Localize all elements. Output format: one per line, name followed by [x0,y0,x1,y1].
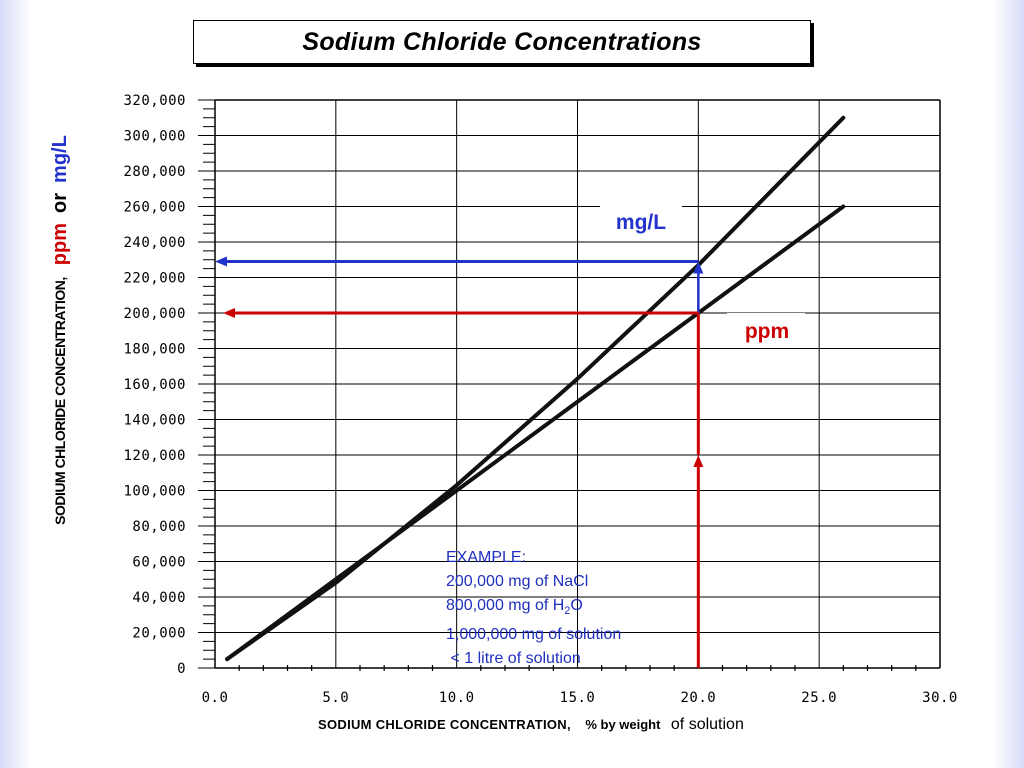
y-tick-label: 300,000 [123,129,186,145]
mgl-label-bg [600,205,682,237]
example-note: EXAMPLE: 200,000 mg of NaCl 800,000 mg o… [446,546,621,671]
x-axis-suffix: of solution [670,716,744,733]
y-tick-label: 140,000 [123,413,186,429]
x-tick-label: 10.0 [439,690,475,706]
x-tick-label: 20.0 [680,690,716,706]
chart-title: Sodium Chloride Concentrations [193,20,811,64]
y-tick-label: 0 [177,661,186,677]
series-line-ppm [225,204,846,662]
x-tick-label: 15.0 [560,690,596,706]
x-tick-label: 0.0 [202,690,229,706]
y-tick-label: 100,000 [123,484,186,500]
ppm-arrowhead-up [693,455,704,467]
y-tick-label: 60,000 [132,555,186,571]
example-line-4: < 1 litre of solution [446,650,581,668]
y-tick-label: 260,000 [123,200,186,216]
x-axis-title: SODIUM CHLORIDE CONCENTRATION, % by weig… [318,716,744,734]
series-line-mgl [225,115,846,662]
example-line-1: 200,000 mg of NaCl [446,573,589,590]
ppm-label: ppm [745,320,789,343]
y-tick-label: 240,000 [123,235,186,251]
mgl-label: mg/L [616,211,666,234]
y-tick-labels: 0 20,000 40,000 60,000 80,000 100,000 120,000 1… [123,93,186,677]
y-tick-label: 40,000 [132,590,186,606]
y-tick-label: 120,000 [123,448,186,464]
x-tick-label: 25.0 [801,690,837,706]
x-tick-label: 5.0 [322,690,349,706]
x-tick-labels: 0.0 5.0 10.0 15.0 20.0 25.0 30.0 [202,690,958,706]
x-axis-label: SODIUM CHLORIDE CONCENTRATION, [318,717,571,732]
x-axis-unit: % by weight [585,717,661,732]
ppm-label-bg [727,313,805,347]
example-line-2: 800,000 mg of H2O [446,597,583,618]
mgl-arrowhead-up [693,261,704,274]
x-tick-label: 30.0 [922,690,958,706]
y-tick-label: 160,000 [123,377,186,393]
example-line-3: 1,000,000 mg of solution [446,626,622,644]
y-tick-label: 200,000 [123,306,186,322]
ticks [198,99,917,671]
mgl-arrowhead-left [215,256,227,267]
series-lines [225,115,846,662]
example-heading: EXAMPLE: [446,549,527,566]
y-tick-label: 80,000 [132,519,186,535]
y-tick-label: 320,000 [123,93,186,109]
ppm-arrowhead-left [223,308,235,318]
annotations: mg/L ppm [215,205,805,668]
y-tick-label: 20,000 [132,626,186,642]
y-tick-label: 180,000 [123,342,186,358]
y-tick-label: 220,000 [123,271,186,287]
y-tick-label: 280,000 [123,164,186,180]
